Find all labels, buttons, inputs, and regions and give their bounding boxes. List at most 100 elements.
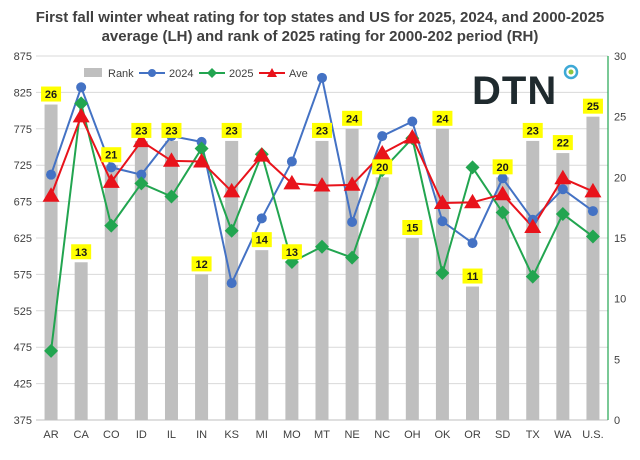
category-label: WA — [554, 429, 572, 441]
chart-title-line-2: average (LH) and rank of 2025 rating for… — [101, 28, 539, 45]
marker-2024 — [106, 162, 117, 173]
category-label: IN — [196, 429, 207, 441]
marker-2025 — [194, 141, 209, 156]
marker-2025 — [495, 205, 510, 220]
category-label: ID — [136, 429, 147, 441]
legend-label: 2024 — [169, 68, 193, 80]
rank-label-box — [522, 122, 543, 138]
marker-2024 — [587, 206, 598, 217]
category-label: IL — [167, 429, 176, 441]
rank-label: 23 — [226, 125, 238, 137]
rank-bar — [255, 250, 269, 420]
category-label: OK — [434, 429, 451, 441]
marker-2024 — [76, 82, 87, 93]
marker-2024 — [437, 216, 448, 227]
rank-label: 13 — [286, 247, 298, 259]
left-axis-tick-label: 525 — [14, 306, 32, 318]
rank-label-box — [312, 122, 332, 138]
marker-Ave — [584, 182, 602, 198]
left-axis-tick-label: 875 — [14, 51, 32, 63]
category-label: CA — [74, 429, 90, 441]
rank-label-box — [402, 220, 423, 235]
marker-2024 — [317, 72, 327, 83]
marker-Ave — [253, 147, 271, 162]
rank-bar — [285, 262, 299, 420]
rank-bar — [74, 262, 88, 420]
rank-label-box — [71, 244, 92, 260]
rank-label-box — [462, 268, 483, 284]
marker-2024 — [377, 131, 388, 142]
left-axis-tick-label: 725 — [14, 160, 32, 172]
marker-2025 — [345, 250, 360, 265]
marker-2025 — [284, 255, 299, 270]
rank-label-box — [281, 244, 302, 260]
rank-label: 13 — [75, 247, 87, 259]
rank-label-box — [582, 98, 603, 114]
legend-label: 2025 — [229, 68, 253, 80]
rank-label-box — [552, 135, 573, 151]
marker-2024 — [256, 213, 267, 224]
marker-2024 — [226, 278, 237, 289]
rank-label-box — [492, 159, 513, 175]
rank-label: 23 — [316, 125, 328, 137]
right-axis-tick-label: 10 — [614, 294, 626, 306]
left-axis-tick-label: 425 — [14, 379, 32, 391]
right-axis-tick-label: 25 — [614, 112, 626, 124]
rank-bar — [134, 140, 148, 420]
gridlines — [36, 55, 608, 421]
category-label: MT — [314, 429, 330, 441]
marker-Ave — [433, 194, 451, 210]
rank-label-box — [41, 86, 62, 102]
rank-labels: 26 13 21 23 23 12 23 14 13 23 24 20 15 24 11 20 23 22 25 — [41, 86, 603, 284]
rank-label-box — [251, 232, 272, 248]
marker-Ave — [373, 145, 391, 160]
left-axis-tick-label: 625 — [14, 233, 32, 245]
marker-2025 — [465, 160, 480, 175]
category-label: SD — [495, 429, 510, 441]
legend: Rank 2024 2025 Ave — [84, 68, 308, 80]
legend-marker-2025 — [207, 68, 217, 78]
marker-Ave — [524, 218, 542, 234]
rank-label: 20 — [376, 162, 388, 174]
dtn-logo: DTN — [472, 64, 579, 113]
marker-Ave — [72, 107, 90, 123]
rank-bar — [375, 177, 389, 420]
marker-Ave — [132, 132, 150, 148]
right-axis-tick-label: 20 — [614, 172, 626, 184]
marker-2025 — [525, 269, 540, 284]
left-axis-tick-label: 375 — [14, 415, 32, 427]
rank-label-box — [131, 122, 152, 138]
category-label: MO — [283, 429, 301, 441]
category-label: AR — [43, 429, 58, 441]
right-axis-tick-label: 5 — [614, 354, 620, 366]
category-label: OH — [404, 429, 421, 441]
marker-2024 — [136, 169, 147, 180]
marker-2025 — [315, 239, 329, 254]
rank-label-box — [191, 256, 212, 272]
axes: 3754254755255756256757257758258750510152… — [14, 51, 627, 441]
rank-bars — [44, 104, 600, 421]
marker-Ave — [193, 153, 211, 168]
rank-bar — [315, 140, 329, 420]
rank-bar — [586, 116, 600, 421]
category-label: MI — [256, 429, 268, 441]
rank-label: 23 — [527, 125, 539, 137]
marker-2025 — [435, 265, 450, 280]
rank-label: 12 — [195, 259, 207, 271]
rank-label: 23 — [135, 125, 147, 137]
rank-bar — [496, 177, 510, 420]
logo-ring-inner — [568, 69, 574, 75]
marker-Ave — [343, 176, 361, 191]
marker-Ave — [494, 185, 512, 201]
marker-Ave — [554, 169, 572, 185]
category-label: KS — [224, 429, 239, 441]
right-axis-tick-label: 30 — [614, 51, 626, 63]
marker-2024 — [286, 156, 297, 167]
category-label: U.S. — [582, 429, 603, 441]
legend-label: Rank — [108, 68, 134, 80]
marker-2025 — [224, 223, 239, 238]
rank-label-box — [161, 122, 182, 138]
logo-text: DTN — [472, 69, 557, 113]
left-axis-tick-label: 775 — [14, 124, 32, 136]
